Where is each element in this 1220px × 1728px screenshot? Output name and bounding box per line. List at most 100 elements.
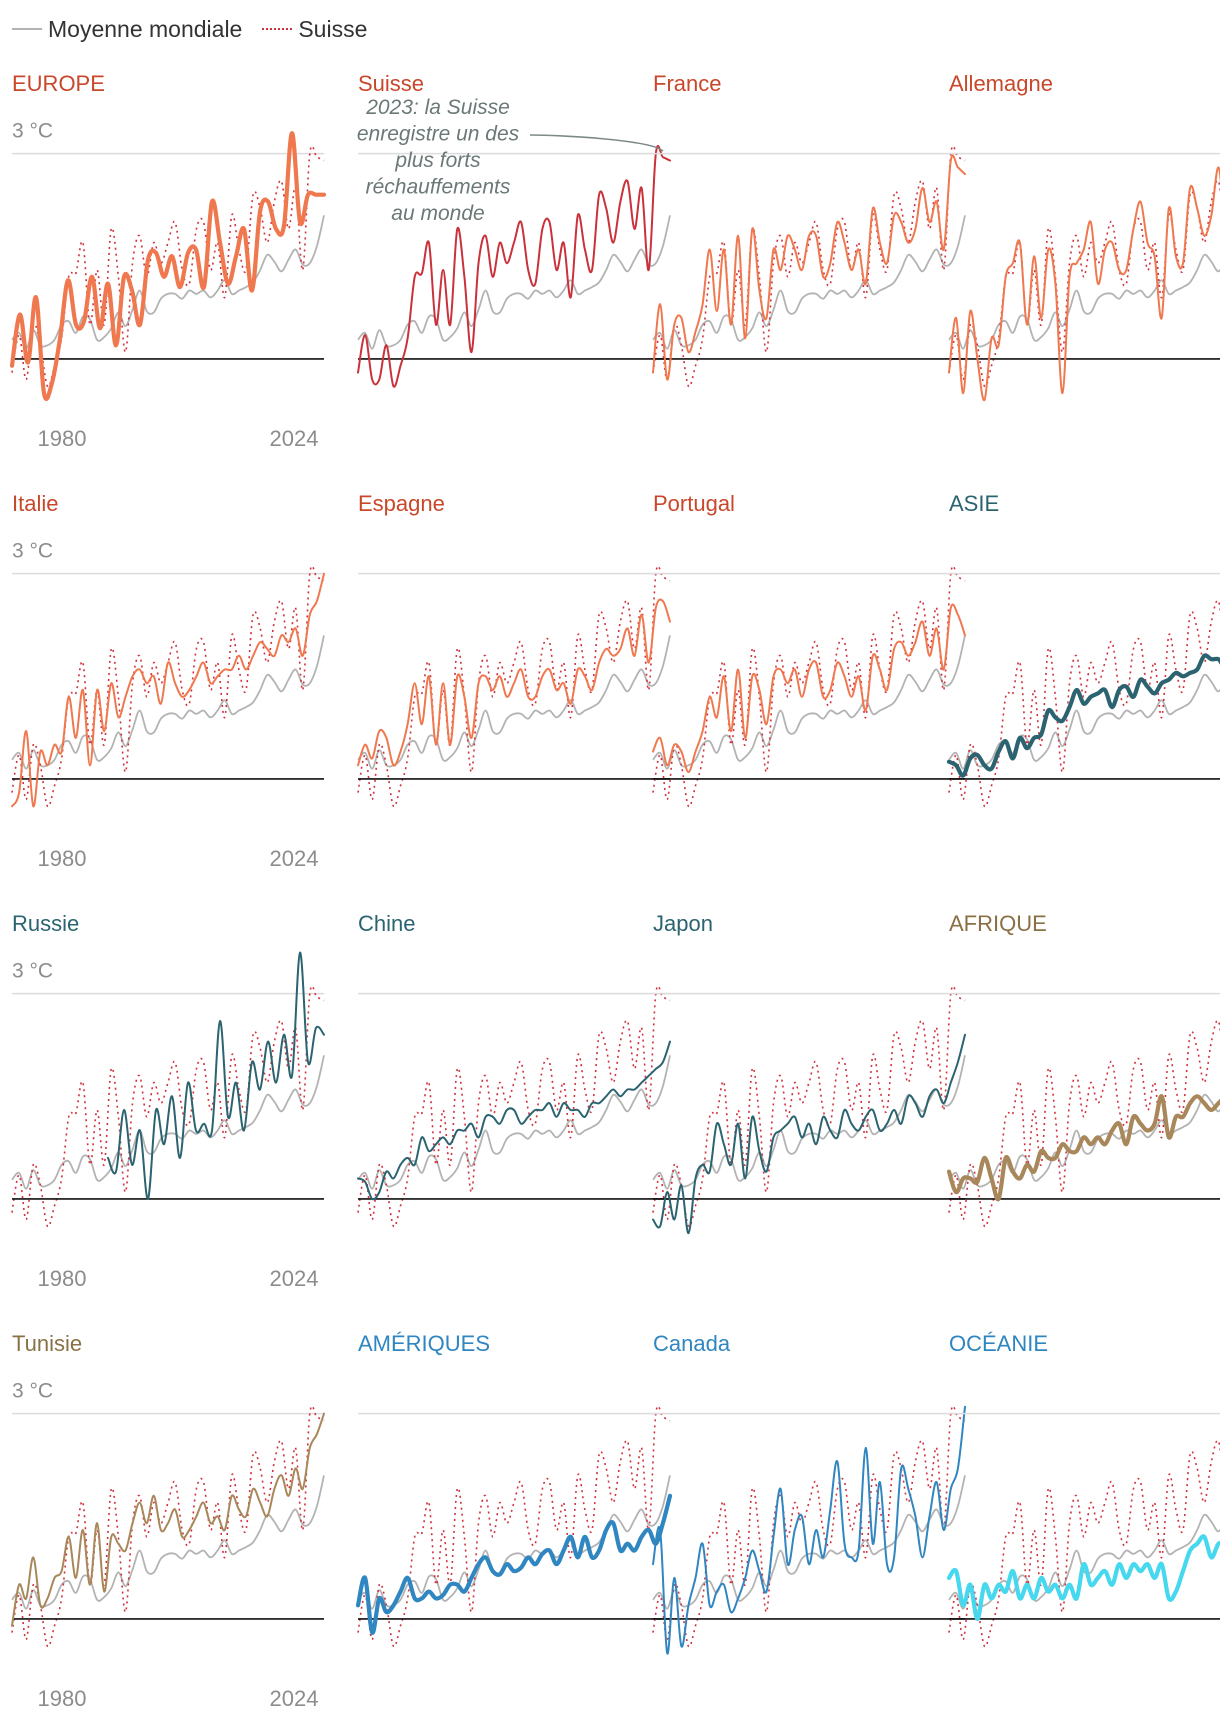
- series-asie: [946, 653, 1220, 778]
- series-suisse-reference: [357, 985, 671, 1228]
- x-tick-label: 2024: [270, 1266, 319, 1291]
- series-italie: [11, 572, 325, 808]
- x-tick-label: 2024: [270, 1686, 319, 1711]
- x-tick-label: 1980: [38, 1686, 87, 1711]
- panel-title: AFRIQUE: [949, 911, 1047, 936]
- series-global: [948, 673, 1220, 770]
- series-suisse-reference: [357, 565, 671, 808]
- series-global: [357, 215, 671, 350]
- panel-canada: Canada: [652, 1331, 966, 1655]
- series-global: [948, 253, 1220, 350]
- legend: Moyenne mondiale Suisse: [12, 14, 387, 44]
- series-suisse-reference: [948, 1439, 1220, 1648]
- annotation-text: 2023: la Suisse: [365, 96, 510, 119]
- series-global: [11, 1055, 325, 1190]
- series-suisse-reference: [652, 565, 966, 808]
- series-global: [948, 1513, 1220, 1610]
- series-global: [357, 1475, 671, 1610]
- series-global: [357, 1055, 671, 1190]
- panel-japon: Japon: [652, 911, 966, 1235]
- panel-title: Tunisie: [12, 1331, 82, 1356]
- gridline-label: 3 °C: [12, 540, 53, 563]
- panel-asie: ASIE: [946, 491, 1220, 808]
- series-tunisie: [11, 1412, 325, 1627]
- series-russie: [107, 951, 325, 1200]
- panel-title: Canada: [653, 1331, 731, 1356]
- gridline-label: 3 °C: [12, 960, 53, 983]
- annotation-text: plus forts: [394, 149, 481, 172]
- series-amériques: [355, 1493, 673, 1635]
- panel-title: OCÉANIE: [949, 1331, 1048, 1356]
- series-europe: [9, 131, 327, 401]
- series-global: [11, 215, 325, 350]
- series-global: [11, 635, 325, 770]
- series-global: [357, 635, 671, 770]
- panel-title: Italie: [12, 491, 58, 516]
- panel-tunisie: Tunisie 3 °C 1980 2024: [11, 1331, 325, 1711]
- series-japon: [652, 1033, 966, 1235]
- panel-portugal: Portugal: [652, 491, 966, 808]
- panel-title: France: [653, 71, 721, 96]
- series-suisse-reference: [948, 599, 1220, 808]
- series-chine: [357, 1040, 671, 1201]
- panel-italie: Italie 3 °C 1980 2024: [11, 491, 325, 871]
- legend-global-label: Moyenne mondiale: [48, 15, 243, 42]
- series-suisse-reference: [11, 985, 325, 1228]
- panel-title: ASIE: [949, 491, 999, 516]
- annotation-text: au monde: [391, 202, 484, 225]
- panel-france: France: [652, 71, 966, 388]
- series-suisse-reference: [652, 985, 966, 1228]
- series-suisse-reference: [11, 1405, 325, 1648]
- panel-russie: Russie 3 °C 1980 2024: [11, 911, 325, 1291]
- legend-global-swatch: [12, 28, 42, 30]
- panel-afrique: AFRIQUE: [946, 911, 1220, 1228]
- annotation-text: réchauffements: [366, 176, 511, 199]
- annotation-arrow: [529, 134, 664, 152]
- legend-suisse-swatch: [262, 28, 293, 30]
- panel-title: EUROPE: [12, 71, 105, 96]
- series-global: [652, 215, 966, 350]
- panel-espagne: Espagne: [357, 491, 671, 808]
- panel-chine: Chine: [357, 911, 671, 1228]
- series-afrique: [946, 1094, 1220, 1202]
- series-océanie: [946, 1534, 1220, 1621]
- panel-title: Japon: [653, 911, 713, 936]
- series-global: [11, 1475, 325, 1610]
- panel-title: AMÉRIQUES: [358, 1331, 490, 1356]
- annotation-text: enregistre un des: [357, 123, 520, 146]
- panel-océanie: OCÉANIE: [946, 1331, 1220, 1648]
- series-france: [652, 154, 966, 381]
- panel-title: Suisse: [358, 71, 424, 96]
- gridline-label: 3 °C: [12, 120, 53, 143]
- panel-europe: EUROPE 3 °C 1980 2024: [9, 71, 327, 451]
- legend-suisse: Suisse: [262, 16, 367, 43]
- x-tick-label: 2024: [270, 846, 319, 871]
- series-portugal: [652, 603, 966, 774]
- series-canada: [652, 1405, 966, 1655]
- legend-global: Moyenne mondiale: [12, 16, 242, 43]
- panel-allemagne: Allemagne: [948, 71, 1220, 402]
- x-tick-label: 1980: [38, 846, 87, 871]
- gridline-label: 3 °C: [12, 1380, 53, 1403]
- x-tick-label: 1980: [38, 1266, 87, 1291]
- series-suisse: [357, 145, 671, 388]
- panel-title: Allemagne: [949, 71, 1053, 96]
- panel-title: Chine: [358, 911, 415, 936]
- series-global: [948, 1093, 1220, 1190]
- series-suisse-reference: [652, 145, 966, 388]
- legend-suisse-label: Suisse: [298, 15, 368, 42]
- series-suisse-reference: [357, 1405, 671, 1648]
- series-suisse-reference: [948, 1019, 1220, 1228]
- panel-title: Russie: [12, 911, 79, 936]
- series-espagne: [357, 598, 671, 767]
- series-suisse-reference: [11, 145, 325, 388]
- x-tick-label: 1980: [38, 426, 87, 451]
- series-allemagne: [948, 166, 1220, 402]
- series-global: [652, 1055, 966, 1190]
- series-suisse-reference: [948, 179, 1220, 388]
- series-suisse-reference: [11, 565, 325, 808]
- series-global: [652, 635, 966, 770]
- panel-title: Espagne: [358, 491, 445, 516]
